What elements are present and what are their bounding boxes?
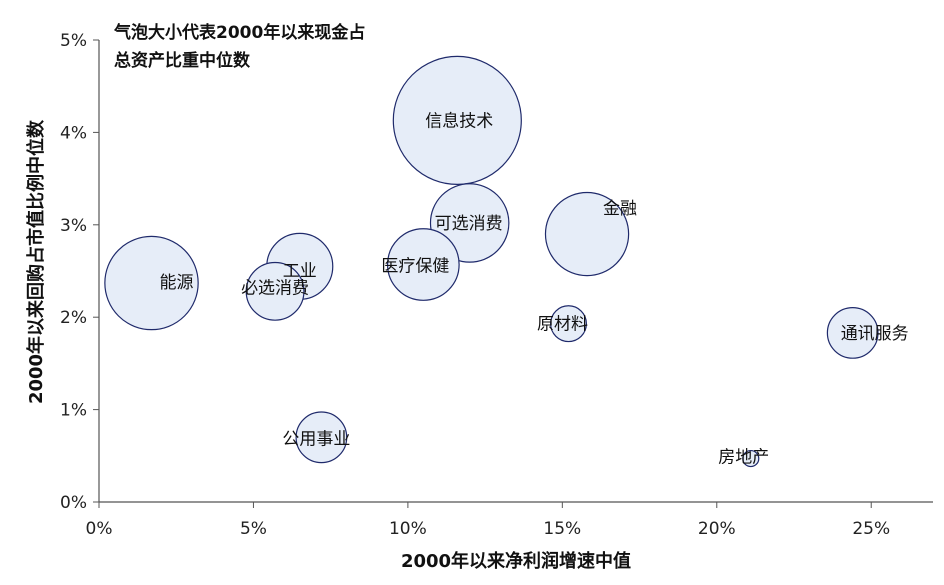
bubble-label: 公用事业 — [282, 429, 350, 449]
bubble-label: 医疗保健 — [381, 257, 449, 277]
bubble — [550, 305, 587, 343]
bubble — [392, 55, 522, 185]
bubble-label: 房地产 — [718, 448, 769, 468]
y-axis-title: 2000年以来回购占市值比例中位数 — [25, 119, 47, 404]
bubble — [104, 235, 199, 331]
bubble — [386, 228, 460, 301]
bubble-label: 通讯服务 — [841, 324, 909, 344]
y-tick-label: 1% — [60, 401, 87, 421]
y-tick-label: 3% — [60, 216, 87, 236]
bubble-label: 原材料 — [537, 315, 588, 335]
bubble-label: 能源 — [160, 273, 194, 293]
annotation-line-1: 气泡大小代表2000年以来现金占 — [113, 22, 365, 43]
x-tick-label: 25% — [852, 519, 890, 539]
x-tick-label: 20% — [698, 519, 736, 539]
y-tick-label: 5% — [60, 31, 87, 51]
bubble — [544, 191, 630, 277]
y-tick-label: 0% — [60, 493, 87, 513]
x-axis-title: 2000年以来净利润增速中值 — [401, 550, 631, 572]
ticks-layer: 0% 5% 10% 15% 20% 25% 0% 1% 2% 3% 4% 5% — [60, 31, 890, 539]
x-tick-label: 10% — [389, 519, 427, 539]
bubble-label: 信息技术 — [425, 111, 493, 131]
x-tick-label: 15% — [543, 519, 581, 539]
bubble — [295, 411, 348, 464]
bubble-label: 金融 — [603, 199, 637, 219]
annotation-line-2: 总资产比重中位数 — [114, 50, 251, 71]
y-tick-label: 4% — [60, 123, 87, 143]
bubble — [742, 449, 760, 468]
bubble-label: 可选消费 — [435, 214, 503, 234]
y-tick-label: 2% — [60, 308, 87, 328]
x-tick-label: 5% — [240, 519, 267, 539]
bubble — [826, 307, 879, 359]
bubble-label: 工业 — [283, 261, 317, 281]
bubble-label: 必选消费 — [241, 278, 309, 298]
bubble — [245, 261, 305, 321]
x-tick-label: 0% — [86, 519, 113, 539]
